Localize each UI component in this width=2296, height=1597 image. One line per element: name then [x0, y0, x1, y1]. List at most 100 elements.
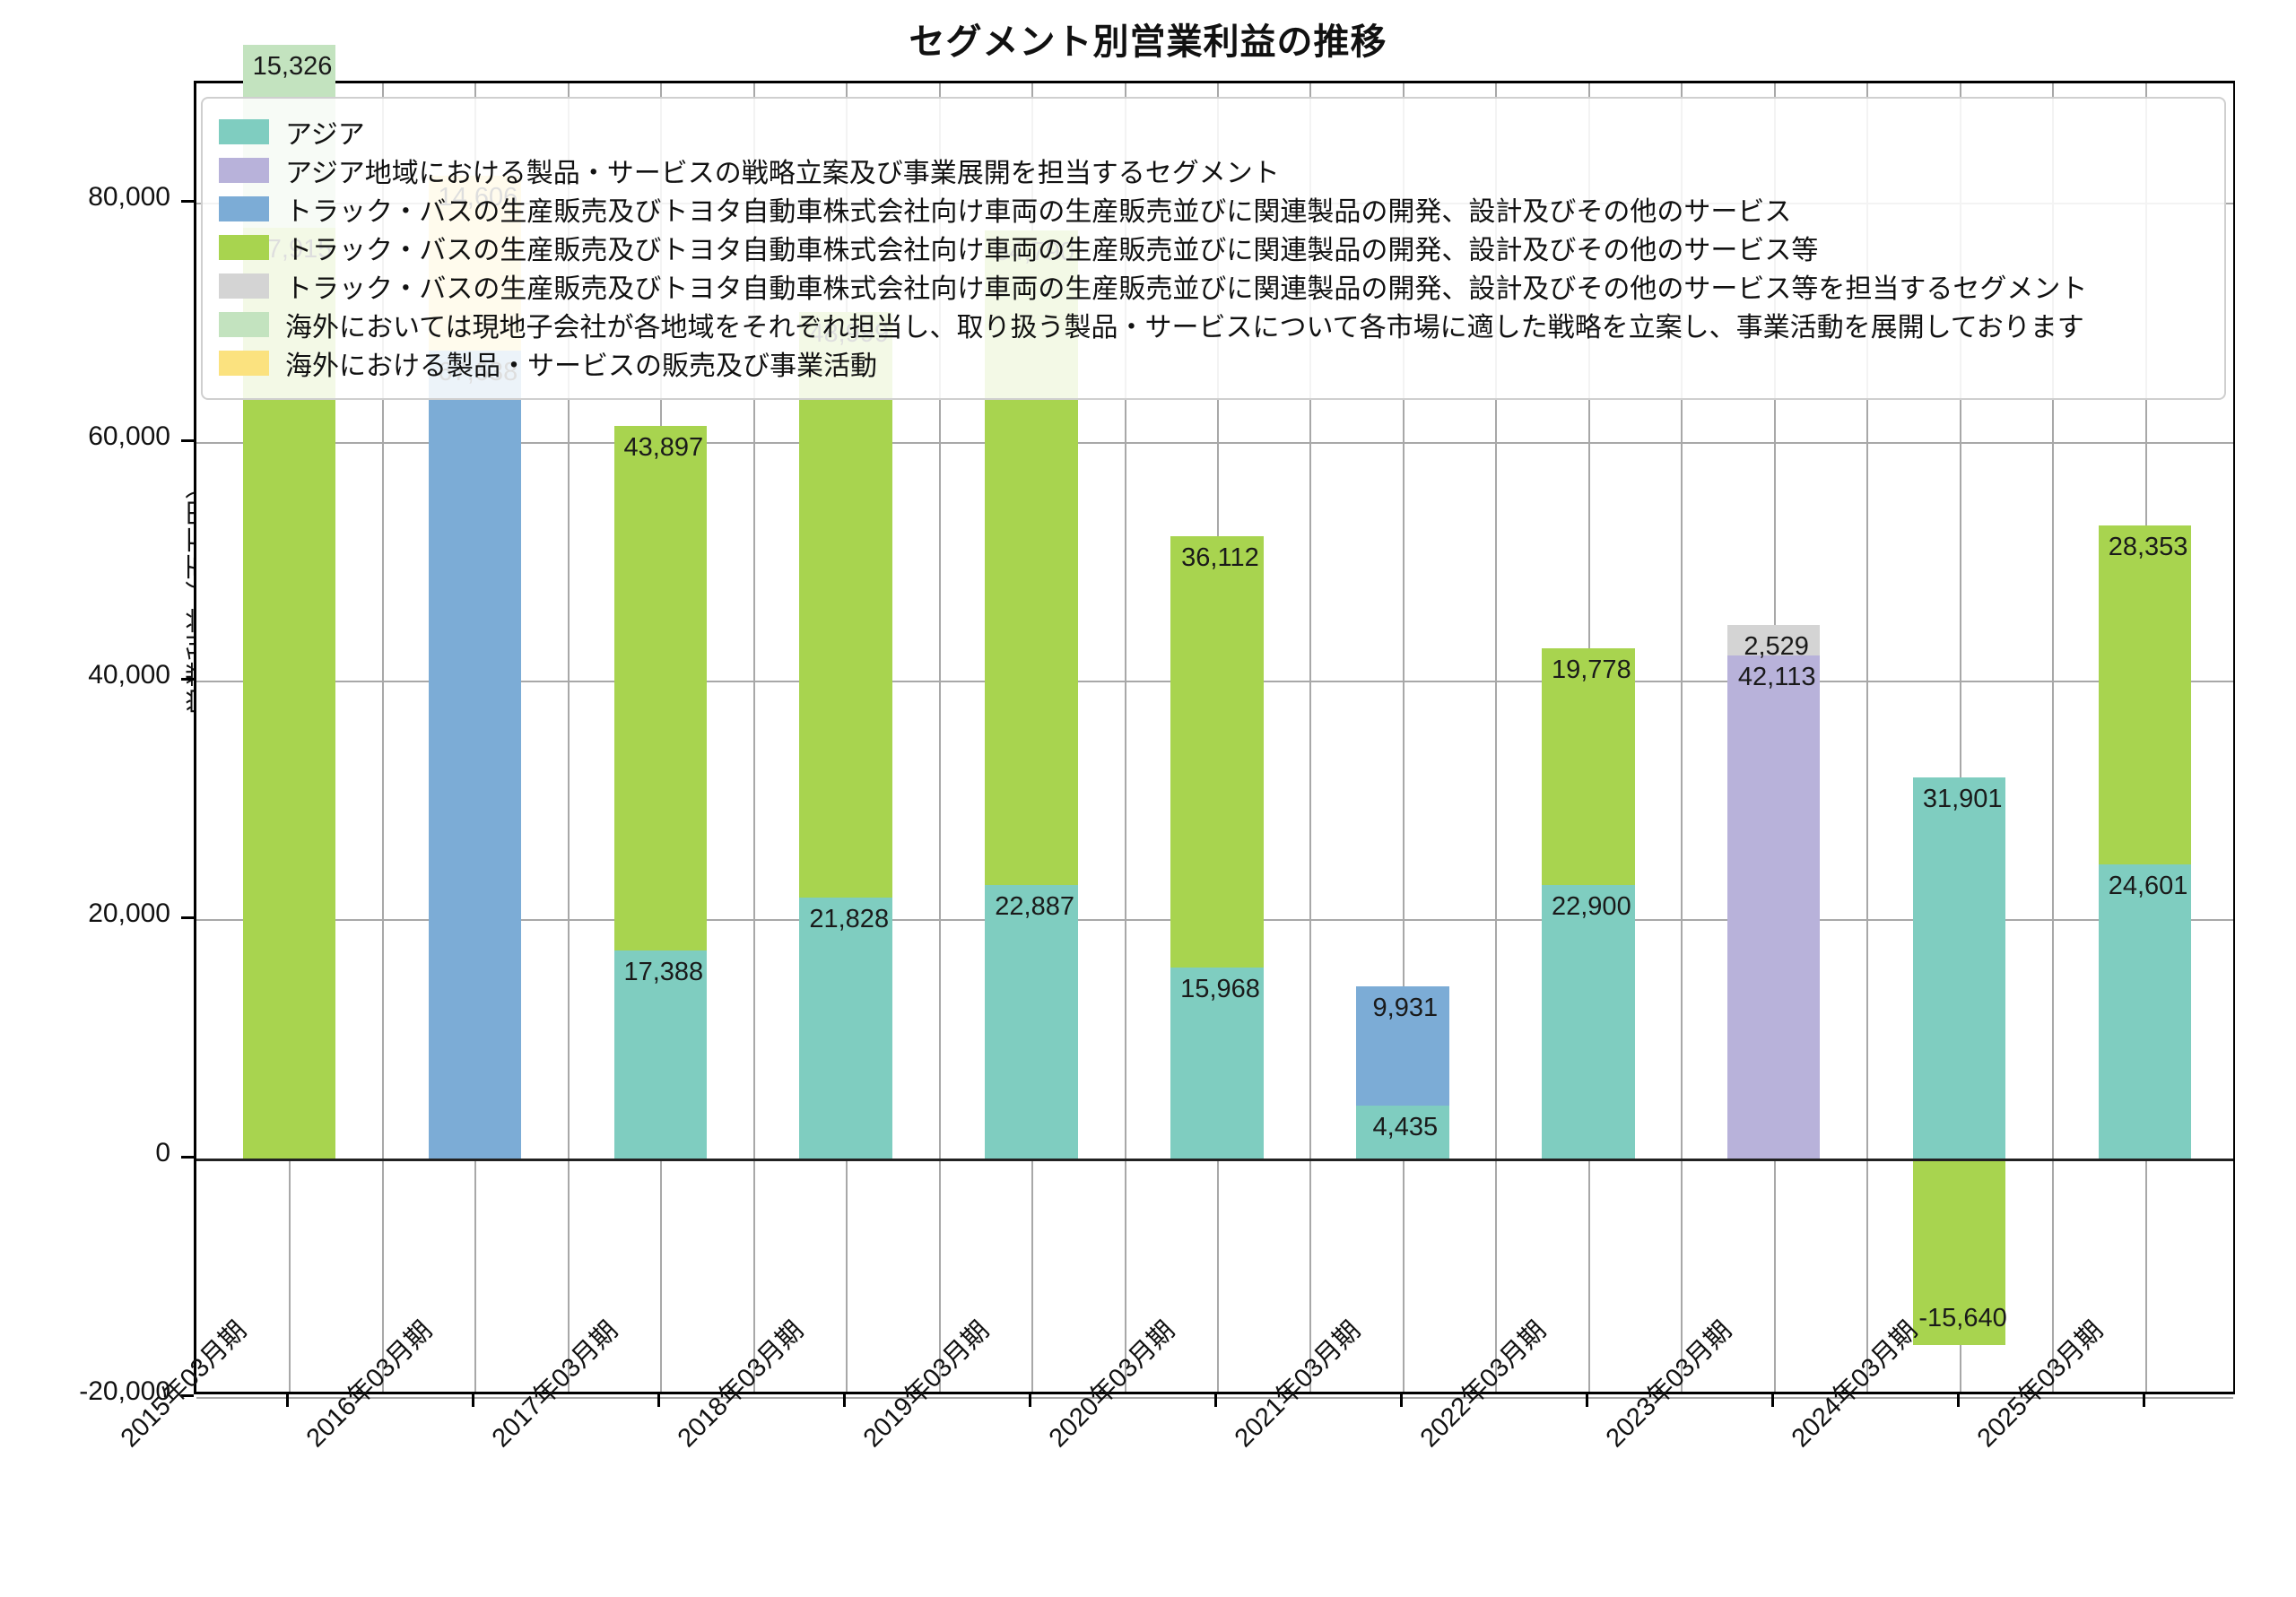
bar-value-label: -15,640: [1918, 1303, 2007, 1332]
bar-segment[interactable]: [1356, 986, 1449, 1106]
bar-segment[interactable]: [1727, 625, 1821, 655]
bar-segment[interactable]: [1727, 655, 1821, 1159]
legend-item[interactable]: アジア地域における製品・サービスの戦略立案及び事業展開を担当するセグメント: [219, 152, 2208, 188]
legend-swatch: [219, 273, 269, 299]
bar-value-label: 42,113: [1737, 662, 1816, 691]
y-axis-tick: [181, 916, 194, 920]
legend-item[interactable]: アジア: [219, 114, 2208, 150]
bar-segment[interactable]: [428, 350, 522, 1159]
legend-item-label: トラック・バスの生産販売及びトヨタ自動車株式会社向け車両の生産販売並びに関連製品…: [285, 197, 1792, 227]
legend-item[interactable]: 海外においては現地子会社が各地域をそれぞれ担当し、取り扱う製品・サービスについて…: [219, 307, 2208, 343]
legend-item-label: 海外における製品・サービスの販売及び事業活動: [285, 352, 877, 381]
legend-item-label: アジア地域における製品・サービスの戦略立案及び事業展開を担当するセグメント: [285, 159, 1280, 188]
x-axis-tick: [1214, 1394, 1217, 1407]
gridline-vertical: [938, 83, 941, 1392]
y-axis-tick-label: 60,000: [88, 421, 170, 451]
bar-group[interactable]: 31,901 -15,640: [1912, 83, 2007, 1392]
legend-swatch: [219, 312, 269, 337]
bar-segment[interactable]: [1356, 1105, 1449, 1159]
bar-segment[interactable]: [1912, 1158, 2006, 1345]
y-axis-tick-label: 80,000: [88, 182, 170, 213]
bar-value-label: 9,931: [1372, 994, 1439, 1023]
bar-group[interactable]: 4,435 9,931: [1356, 83, 1449, 1392]
gridline-horizontal: [196, 441, 2233, 444]
bar-value-label: 31,901: [1922, 784, 2003, 813]
gridline-vertical: [1309, 83, 1312, 1392]
legend-item[interactable]: トラック・バスの生産販売及びトヨタ自動車株式会社向け車両の生産販売並びに関連製品…: [219, 191, 2208, 227]
x-axis-tick: [286, 1394, 290, 1407]
bar-value-label: 24,601: [2108, 871, 2188, 900]
bar-segment[interactable]: [2098, 864, 2192, 1159]
bar-segment[interactable]: [799, 312, 892, 898]
gridline-vertical: [1866, 83, 1869, 1392]
bar-segment[interactable]: [985, 884, 1078, 1159]
bar-value-label: 15,968: [1180, 974, 1260, 1003]
bar-value-label: 28,353: [2108, 533, 2188, 562]
bar-segment[interactable]: [1542, 648, 1635, 885]
legend-item[interactable]: トラック・バスの生産販売及びトヨタ自動車株式会社向け車両の生産販売並びに関連製品…: [219, 230, 2208, 265]
gridline-vertical: [1402, 83, 1405, 1392]
bar-value-label: 36,112: [1181, 543, 1259, 573]
bar-value-label: 15,326: [252, 51, 333, 81]
bar-value-label: 21,828: [809, 904, 890, 933]
zero-axis-line: [196, 1158, 2233, 1161]
legend-swatch: [219, 158, 269, 183]
legend-item[interactable]: トラック・バスの生産販売及びトヨタ自動車株式会社向け車両の生産販売並びに関連製品…: [219, 268, 2208, 304]
bar-value-label: 19,778: [1551, 655, 1631, 685]
bar-segment[interactable]: [613, 950, 707, 1159]
bar-value-label: 43,897: [623, 433, 704, 463]
bar-group[interactable]: 42,113 2,529: [1727, 83, 1821, 1392]
bar-group[interactable]: 17,388 43,897: [613, 83, 707, 1392]
x-axis-tick: [1770, 1394, 1774, 1407]
y-axis-tick-label: 0: [155, 1137, 170, 1167]
y-axis-tick: [181, 438, 194, 442]
x-axis-tick: [1956, 1394, 1960, 1407]
y-axis-tick-label: 20,000: [88, 898, 170, 929]
y-axis-tick: [181, 200, 194, 204]
bar-segment[interactable]: [1912, 777, 2006, 1159]
y-axis-tick: [181, 1394, 194, 1397]
bar-segment[interactable]: [1170, 967, 1264, 1159]
bar-group[interactable]: 22,900 19,778: [1542, 83, 1635, 1392]
y-axis-tick: [181, 1155, 194, 1159]
gridline-vertical: [381, 83, 384, 1392]
legend-item-label: アジア: [285, 120, 365, 150]
y-axis-tick: [181, 677, 194, 681]
bar-value-label: 4,435: [1372, 1112, 1439, 1141]
legend-item[interactable]: 海外における製品・サービスの販売及び事業活動: [219, 345, 2208, 381]
bar-segment[interactable]: [2098, 525, 2192, 864]
x-axis-tick: [1399, 1394, 1403, 1407]
legend-item-label: トラック・バスの生産販売及びトヨタ自動車株式会社向け車両の生産販売並びに関連製品…: [285, 236, 1819, 265]
bar-segment[interactable]: [1170, 536, 1264, 968]
legend-swatch: [219, 119, 269, 144]
bar-value-label: 17,388: [623, 958, 704, 987]
legend-swatch: [219, 196, 269, 221]
x-axis-tick: [843, 1394, 847, 1407]
y-axis-tick-label: 40,000: [88, 659, 170, 690]
legend-swatch: [219, 235, 269, 260]
gridline-vertical: [1495, 83, 1498, 1392]
legend-item-label: トラック・バスの生産販売及びトヨタ自動車株式会社向け車両の生産販売並びに関連製品…: [285, 274, 2088, 304]
page-title: セグメント別営業利益の推移: [909, 22, 1387, 62]
gridline-vertical: [1124, 83, 1126, 1392]
bar-value-label: 22,900: [1551, 891, 1631, 921]
x-axis-tick: [2142, 1394, 2145, 1407]
bar-value-label: 2,529: [1744, 632, 1809, 662]
bar-segment[interactable]: [799, 897, 892, 1159]
bar-group[interactable]: 24,601 28,353: [2098, 83, 2192, 1392]
y-axis-tick-label: -20,000: [79, 1376, 170, 1406]
x-axis-tick: [472, 1394, 475, 1407]
gridline-vertical: [752, 83, 755, 1392]
gridline-vertical: [1959, 83, 1961, 1392]
bar-group[interactable]: 15,968 36,112: [1170, 83, 1264, 1392]
x-axis-tick: [657, 1394, 661, 1407]
x-axis-tick: [1029, 1394, 1032, 1407]
x-axis-tick: [1585, 1394, 1588, 1407]
gridline-vertical: [2052, 83, 2055, 1392]
bar-segment[interactable]: [1542, 884, 1635, 1159]
gridline-vertical: [1681, 83, 1683, 1392]
bar-segment[interactable]: [613, 426, 707, 951]
legend[interactable]: アジアアジア地域における製品・サービスの戦略立案及び事業展開を担当するセグメント…: [201, 97, 2226, 400]
legend-item-label: 海外においては現地子会社が各地域をそれぞれ担当し、取り扱う製品・サービスについて…: [285, 313, 2084, 343]
